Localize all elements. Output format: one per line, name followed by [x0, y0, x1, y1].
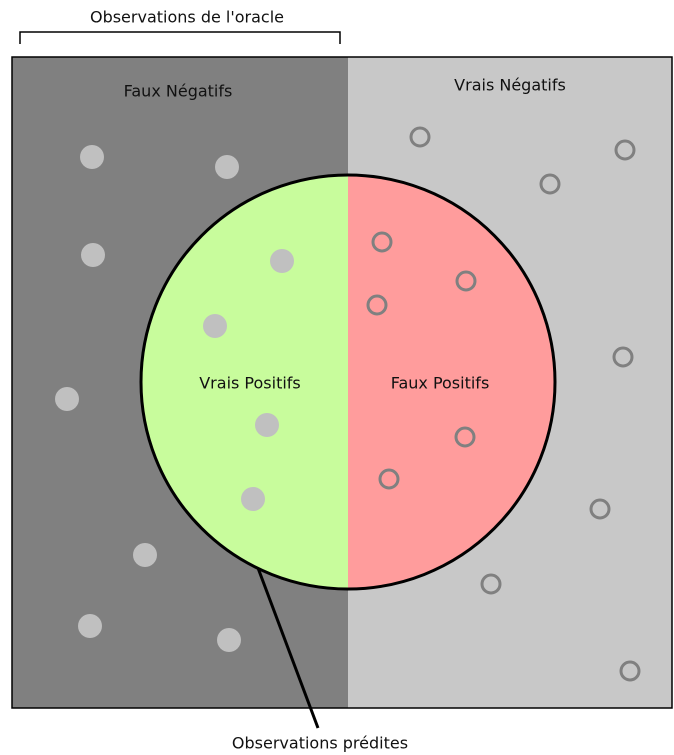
dot [55, 387, 79, 411]
dot [133, 543, 157, 567]
pointer-line [256, 567, 320, 729]
region-label: Faux Positifs [391, 374, 490, 393]
prediction-circle [139, 173, 557, 591]
dot [241, 487, 265, 511]
dot [217, 628, 241, 652]
oracle-label: Observations de l'oracle [90, 8, 284, 27]
ring [612, 346, 634, 368]
dot [270, 249, 294, 273]
ring [480, 573, 502, 595]
dot [215, 155, 239, 179]
region-label: Vrais Négatifs [454, 76, 566, 95]
region-label: Faux Négatifs [124, 82, 233, 101]
ring [589, 498, 611, 520]
predicted-label: Observations prédites [232, 734, 408, 753]
oracle-bracket [19, 31, 341, 44]
ring [539, 173, 561, 195]
ring [614, 139, 636, 161]
region-label: Vrais Positifs [199, 374, 301, 393]
positive-observations [55, 145, 294, 652]
ring [619, 660, 641, 682]
ring [371, 231, 393, 253]
ring [455, 270, 477, 292]
ring [454, 426, 476, 448]
ring [366, 294, 388, 316]
dot [81, 243, 105, 267]
ring [409, 126, 431, 148]
dot [80, 145, 104, 169]
negative-observations [366, 126, 641, 682]
ring [378, 468, 400, 490]
dot [203, 314, 227, 338]
dot [78, 614, 102, 638]
dot [255, 413, 279, 437]
frame [11, 56, 673, 709]
